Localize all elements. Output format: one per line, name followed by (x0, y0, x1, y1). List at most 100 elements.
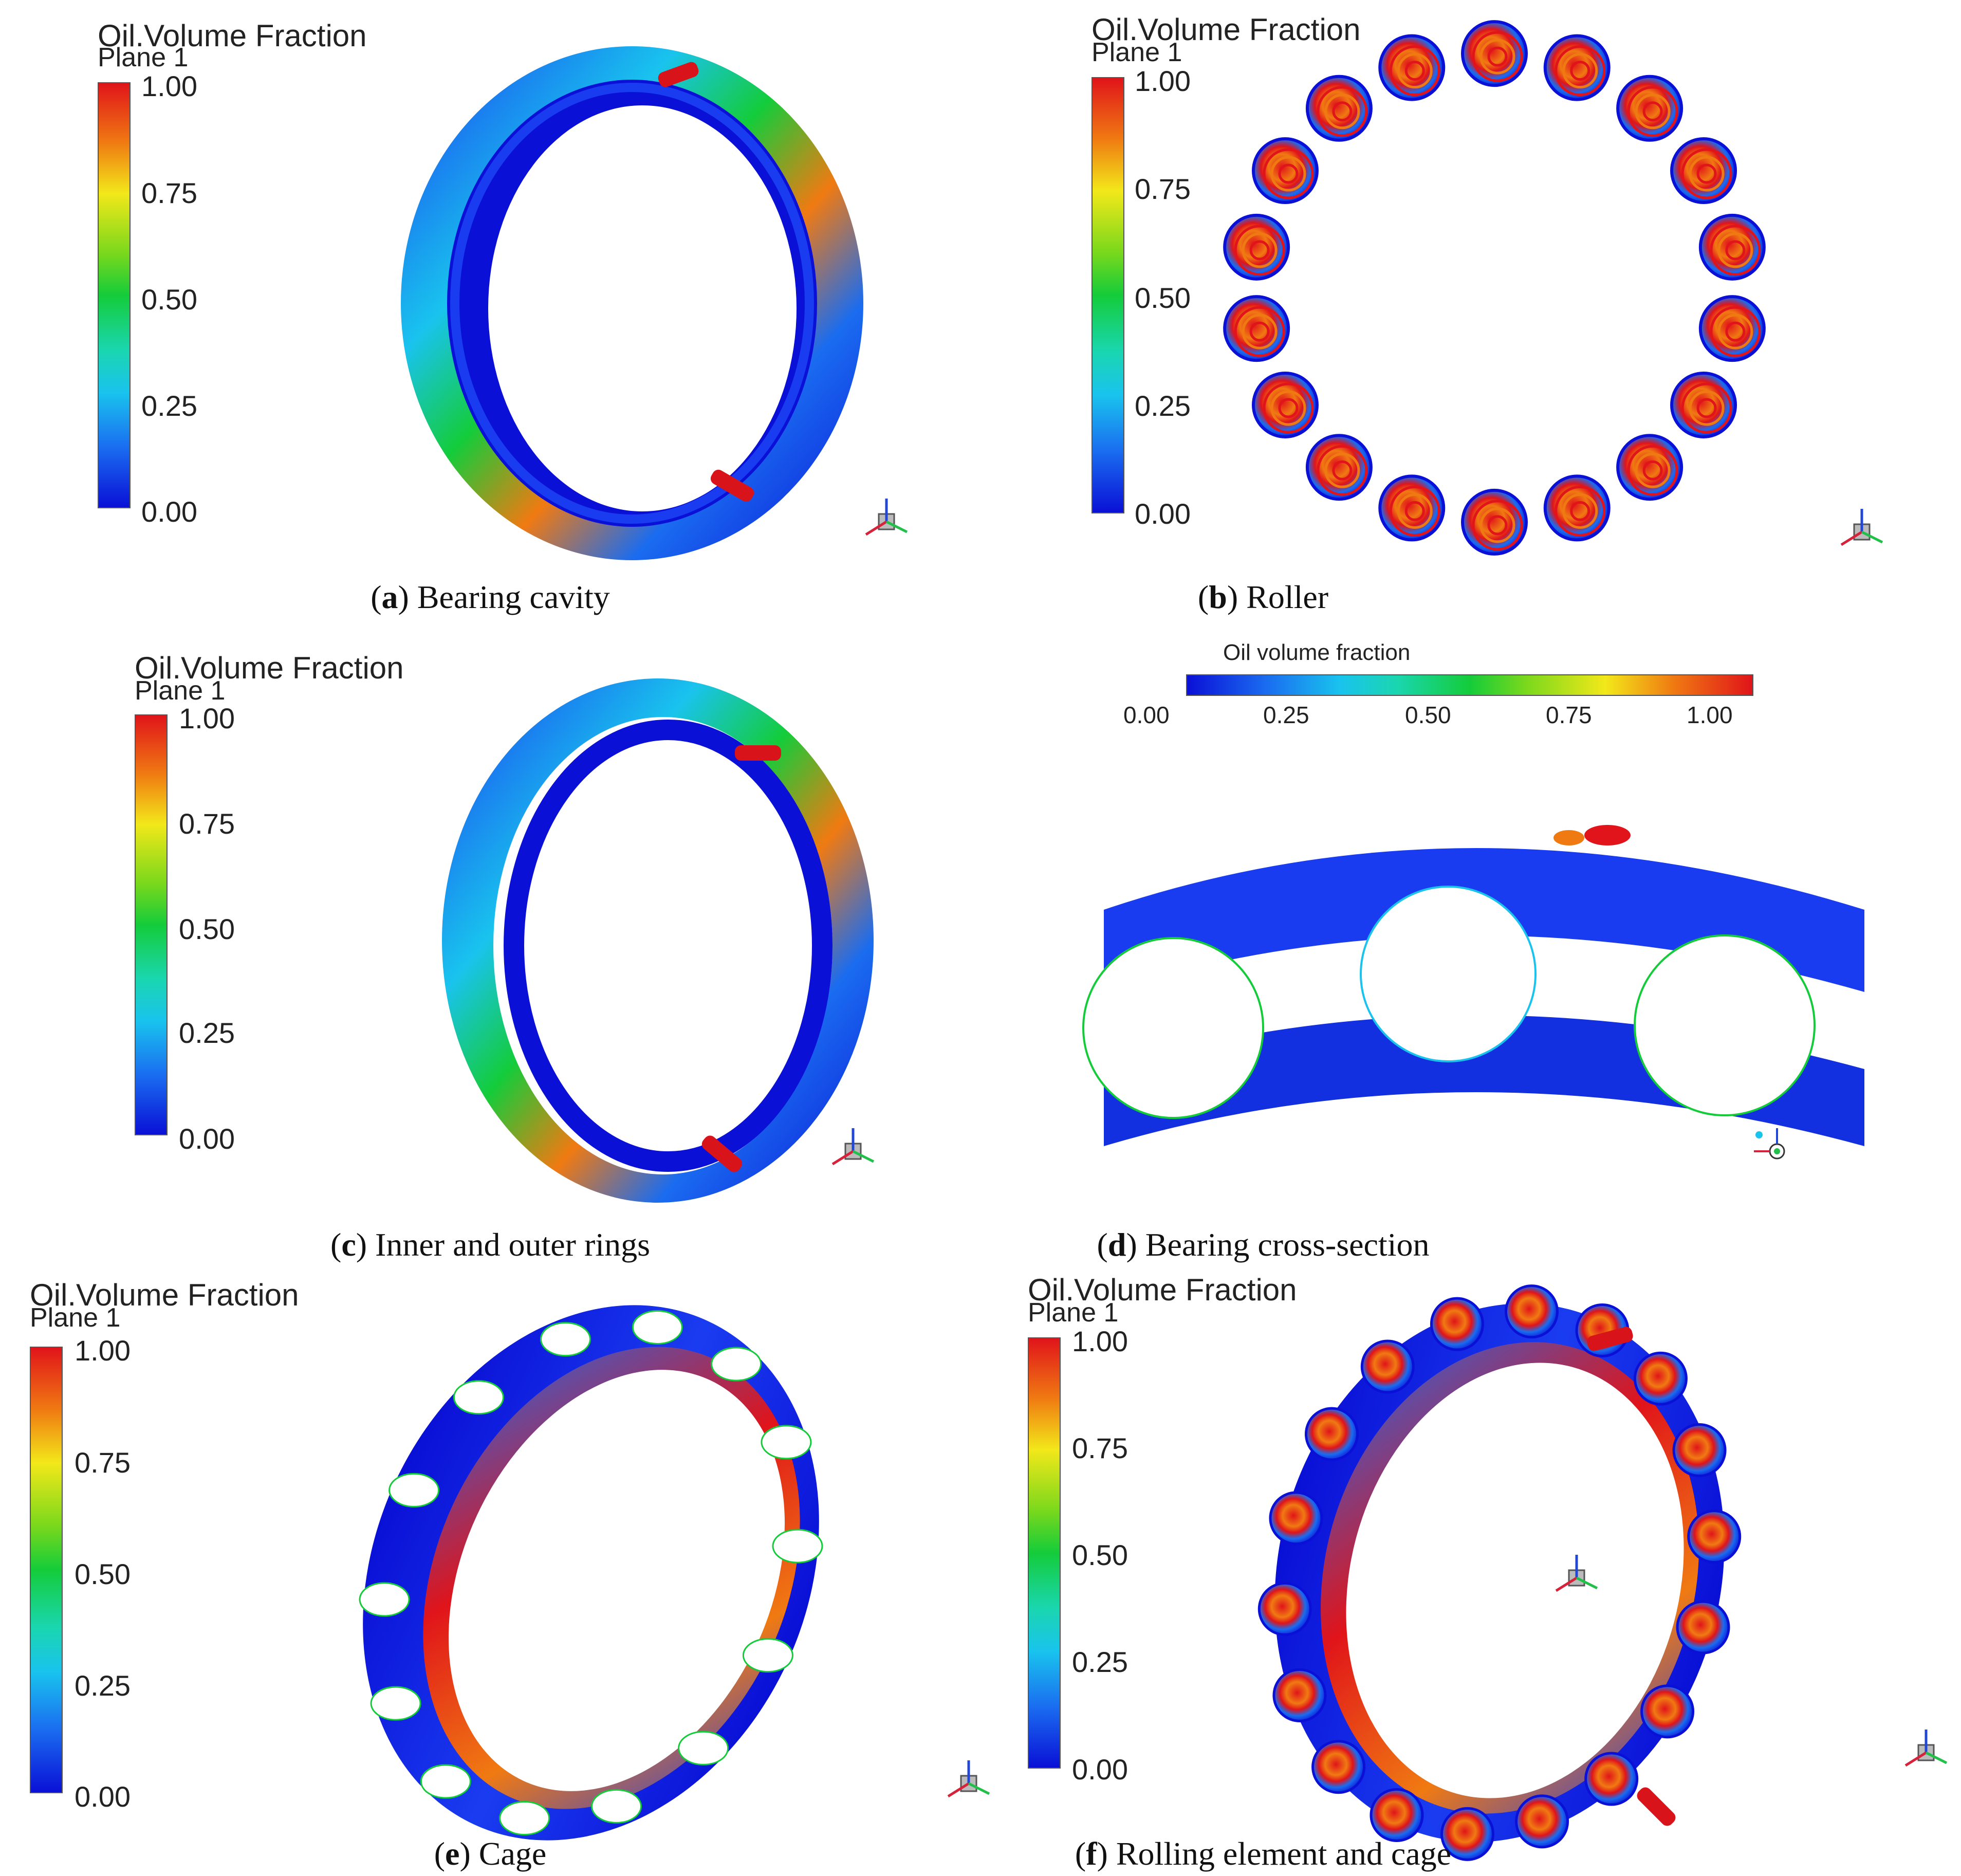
roller-ball-band (1681, 382, 1732, 434)
rollers-render (1223, 20, 1766, 556)
roller-ball-band (1472, 500, 1523, 551)
bearing-cavity-render (401, 46, 863, 560)
axis-triad-icon (1840, 509, 1883, 546)
roller-ball-band (1234, 225, 1285, 276)
roller-ball-band (1249, 321, 1270, 342)
tick-label: 1.00 (1135, 65, 1191, 97)
roller-ball-band (1242, 232, 1278, 268)
roller-ball (1305, 75, 1373, 142)
roller-ball-band (1263, 148, 1314, 199)
tick-label: 0.50 (75, 1558, 131, 1590)
roller-ball-band (1696, 163, 1717, 184)
axis-triad-icon (1555, 1555, 1598, 1592)
legend-subtitle: Plane 1 (30, 1303, 121, 1333)
roller-ball-band (1404, 61, 1425, 81)
caption-b: (b) Roller (1197, 579, 1329, 615)
roller-ball (1616, 75, 1683, 142)
tick-label: 0.75 (179, 807, 235, 840)
roller-ball-band (1479, 39, 1515, 75)
roller-ball-band (1234, 306, 1285, 357)
roller-ball-band (1317, 86, 1368, 137)
roller-ball-band (1487, 46, 1508, 67)
rolling-element-ball (1430, 1297, 1484, 1351)
roller-ball (1698, 295, 1766, 362)
cross-section-render (1082, 825, 1864, 1146)
legend-title: Oil.Volume Fraction (30, 1278, 299, 1312)
legend-title: Oil.Volume Fraction (135, 651, 404, 685)
roller-ball (1461, 20, 1528, 87)
roller-ball-band (1570, 61, 1590, 81)
rolling-element-ball (1269, 1491, 1323, 1546)
roller-ball (1223, 213, 1290, 281)
rolling-element-ball (1504, 1284, 1559, 1339)
rolling-element-ball (1272, 1668, 1327, 1722)
cage-pocket (772, 1529, 823, 1564)
roller-ball-band (1389, 45, 1440, 97)
roller-ball-band (1332, 460, 1353, 481)
roller-ball (1223, 295, 1290, 362)
cage-pocket (678, 1731, 729, 1765)
cage-pocket (499, 1801, 550, 1836)
roller-ball-band (1487, 515, 1508, 536)
roller-ball-band (1689, 390, 1725, 426)
color-scale-bar (30, 1347, 63, 1793)
tick-label: 0.00 (1123, 702, 1170, 728)
cage-pocket (742, 1638, 793, 1673)
roller-ball (1543, 474, 1611, 542)
roller-ball-band (1642, 101, 1663, 122)
oil-inlet-nozzle (1637, 1787, 1676, 1826)
roller-ball-band (1635, 452, 1671, 488)
rolling-element-ball (1440, 1807, 1495, 1861)
legend-title: Oil.Volume Fraction (1028, 1273, 1297, 1307)
cage-pocket (453, 1380, 504, 1415)
roller-ball-band (1324, 452, 1360, 488)
rolling-element-ball (1515, 1794, 1569, 1849)
rings-render (442, 678, 874, 1203)
cage-pocket (359, 1582, 410, 1617)
roller-ball-band (1627, 86, 1678, 137)
legend-subtitle: Plane 1 (98, 43, 189, 72)
tick-label: 0.75 (75, 1446, 131, 1479)
cage-pocket (540, 1322, 591, 1357)
roller-ball (1251, 371, 1319, 438)
roller-ball-band (1278, 163, 1299, 184)
tick-label: 0.00 (75, 1780, 131, 1813)
roller-ball-band (1278, 398, 1299, 418)
tick-label: 0.25 (75, 1669, 131, 1702)
roller-ball-band (1317, 445, 1368, 496)
tick-label: 0.00 (1135, 498, 1191, 530)
tick-label: 0.50 (141, 283, 197, 316)
cage-render (359, 1305, 823, 1841)
tick-label: 0.75 (1135, 173, 1191, 205)
roller-ball-band (1249, 240, 1270, 261)
tick-label: 0.75 (1546, 702, 1592, 728)
panel-c: Oil.Volume Fraction Plane 1 1.00 0.75 0.… (0, 632, 980, 1264)
roller-ball (1670, 371, 1737, 438)
roller-ball-band (1270, 156, 1306, 192)
roller-ball (1251, 137, 1319, 205)
roller-ball-band (1562, 493, 1598, 529)
roller-ball-band (1324, 94, 1360, 130)
axis-triad-icon (1754, 1128, 1785, 1160)
panel-b: Oil.Volume Fraction Plane 1 1.00 0.75 0.… (980, 0, 1961, 632)
cage-pocket (420, 1764, 471, 1799)
panel-f: Oil.Volume Fraction Plane 1 1.00 0.75 0.… (980, 1264, 1961, 1876)
rolling-element-ball (1370, 1788, 1424, 1842)
roller-ball-band (1717, 314, 1753, 350)
color-scale-bar (135, 714, 168, 1135)
roller-ball-band (1717, 232, 1753, 268)
roller-ball-band (1389, 485, 1440, 537)
panel-a: Oil.Volume Fraction Plane 1 1.00 0.75 0.… (0, 0, 980, 632)
tick-label: 0.50 (1072, 1539, 1128, 1571)
rolling-element-ball (1687, 1510, 1742, 1564)
rolling-element-ball (1584, 1752, 1639, 1806)
roller-ball-band (1627, 445, 1678, 496)
rolling-element-ball (1676, 1600, 1730, 1654)
roller-ball (1378, 34, 1446, 101)
axis-triad-icon (947, 1760, 990, 1798)
roller-ball-band (1397, 493, 1433, 529)
axis-triad-icon (831, 1128, 875, 1166)
roller-ball-band (1555, 45, 1606, 97)
tick-label: 0.25 (1135, 390, 1191, 422)
cage-pocket (711, 1347, 762, 1382)
